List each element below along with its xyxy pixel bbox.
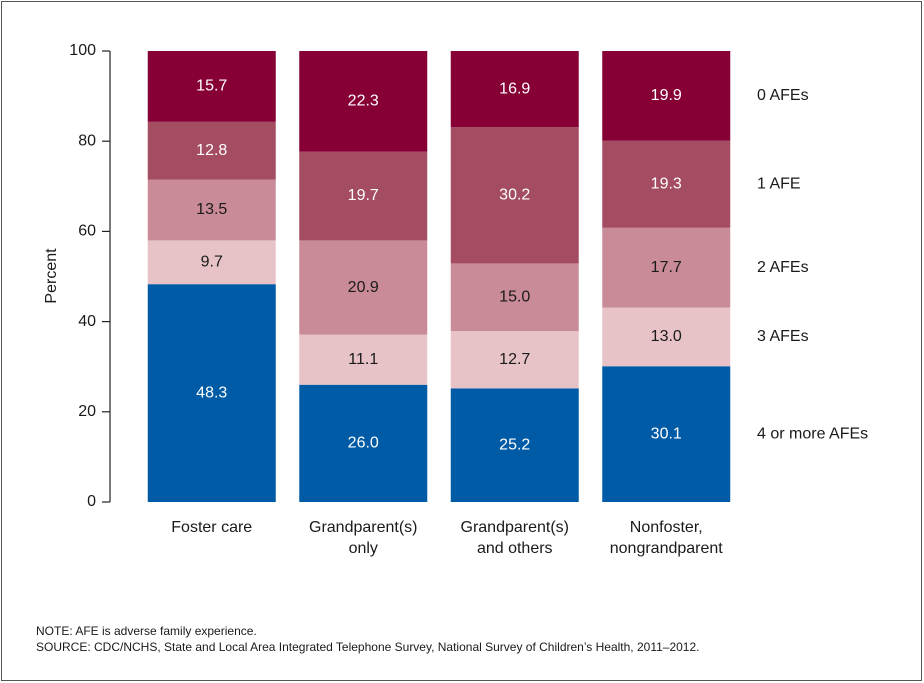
- value-label: 17.7: [651, 259, 682, 276]
- value-label: 26.0: [348, 435, 379, 452]
- x-tick-label: Nonfoster,: [630, 519, 703, 536]
- x-tick-label: only: [349, 540, 378, 557]
- source: SOURCE: CDC/NCHS, State and Local Area I…: [36, 640, 699, 654]
- y-tick-label: 80: [78, 132, 96, 149]
- x-tick-label: Foster care: [171, 519, 252, 536]
- value-label: 30.2: [499, 187, 530, 204]
- x-tick-label: Grandparent(s): [461, 519, 570, 536]
- y-tick-label: 40: [78, 313, 96, 330]
- bar-segment: [147, 51, 276, 122]
- legend-label: 3 AFEs: [757, 328, 809, 345]
- bar-segment: [450, 388, 579, 502]
- bar-segment: [147, 240, 276, 285]
- y-tick-label: 20: [78, 403, 96, 420]
- bar-segment: [450, 331, 579, 389]
- value-label: 9.7: [201, 254, 223, 271]
- y-tick-label: 60: [78, 223, 96, 240]
- value-label: 13.5: [196, 201, 227, 218]
- bar-segment: [450, 127, 579, 264]
- value-label: 19.7: [348, 187, 379, 204]
- note: NOTE: AFE is adverse family experience.: [36, 624, 257, 638]
- value-label: 19.9: [651, 87, 682, 104]
- legend-label: 1 AFE: [757, 175, 801, 192]
- bar-segment: [147, 284, 276, 502]
- x-tick-label: and others: [477, 540, 553, 557]
- value-label: 22.3: [348, 93, 379, 110]
- bar-segment: [299, 240, 428, 335]
- value-label: 25.2: [499, 436, 530, 453]
- bar-segment: [450, 51, 579, 128]
- y-tick-label: 0: [87, 493, 96, 510]
- value-label: 13.0: [651, 328, 682, 345]
- x-tick-label: Grandparent(s): [309, 519, 418, 536]
- bar-segment: [450, 263, 579, 332]
- value-label: 30.1: [651, 425, 682, 442]
- x-tick-label: nongrandparent: [610, 540, 724, 557]
- value-label: 12.8: [196, 142, 227, 159]
- value-label: 15.7: [196, 78, 227, 95]
- legend-label: 4 or more AFEs: [757, 425, 868, 442]
- y-axis-label: Percent: [43, 248, 60, 304]
- bar-segment: [299, 151, 428, 241]
- bar-segment: [299, 384, 428, 502]
- legend-label: 0 AFEs: [757, 87, 809, 104]
- bar-segment: [602, 307, 731, 367]
- bar-segment: [299, 51, 428, 152]
- value-label: 11.1: [348, 351, 378, 368]
- bar-segment: [299, 334, 428, 385]
- bar-segment: [602, 366, 731, 502]
- bar-segment: [602, 51, 731, 141]
- value-label: 12.7: [499, 351, 530, 368]
- value-label: 15.0: [499, 288, 530, 305]
- bar-segment: [147, 179, 276, 241]
- legend-label: 2 AFEs: [757, 259, 809, 276]
- bar-segment: [147, 121, 276, 180]
- bar-segment: [602, 140, 731, 228]
- value-label: 48.3: [196, 384, 227, 401]
- value-label: 16.9: [499, 80, 530, 97]
- value-label: 19.3: [651, 175, 682, 192]
- value-label: 20.9: [348, 279, 379, 296]
- y-tick-label: 100: [69, 42, 96, 59]
- bar-segment: [602, 227, 731, 308]
